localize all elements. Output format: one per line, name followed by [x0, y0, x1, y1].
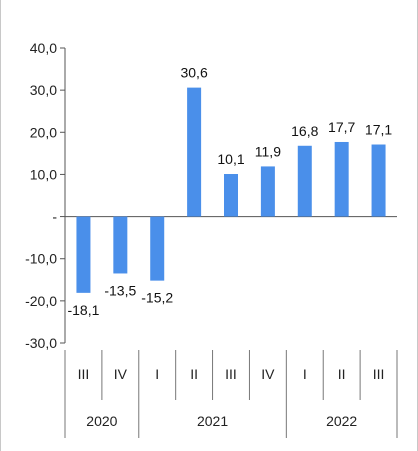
bar [260, 166, 275, 217]
data-label: 17,7 [328, 119, 355, 135]
y-tick-label: - [52, 209, 57, 225]
data-label: 17,1 [365, 122, 392, 138]
y-tick-label: -30,0 [25, 335, 57, 351]
bar [113, 216, 128, 274]
data-label: 16,8 [291, 123, 318, 139]
x-category-label: I [155, 366, 159, 382]
bar [297, 145, 312, 217]
x-category-label: IV [261, 366, 275, 382]
y-tick-label: 40,0 [30, 40, 57, 56]
bar [224, 174, 238, 217]
x-category-label: II [338, 366, 346, 382]
x-year-label: 2021 [197, 413, 228, 429]
bar [334, 141, 349, 217]
x-category-label: III [373, 366, 385, 382]
y-tick-label: 10,0 [30, 166, 57, 182]
x-category-label: III [78, 366, 90, 382]
data-label: 10,1 [217, 151, 244, 167]
bar [76, 216, 91, 293]
x-category-label: I [303, 366, 307, 382]
y-tick-label: 30,0 [30, 82, 57, 98]
data-label: -18,1 [67, 302, 99, 318]
data-label: -15,2 [141, 290, 173, 306]
bar [371, 144, 386, 217]
data-label: 30,6 [180, 65, 207, 81]
bar [187, 87, 202, 217]
data-label: -13,5 [104, 282, 136, 298]
x-year-label: 2022 [326, 413, 357, 429]
y-tick-label: -20,0 [25, 293, 57, 309]
x-year-label: 2020 [86, 413, 117, 429]
x-category-label: III [225, 366, 237, 382]
bar [150, 216, 165, 281]
x-category-label: IV [114, 366, 128, 382]
y-tick-label: 20,0 [30, 124, 57, 140]
data-label: 11,9 [255, 143, 281, 159]
x-category-label: II [190, 366, 198, 382]
y-tick-label: -10,0 [25, 251, 57, 267]
